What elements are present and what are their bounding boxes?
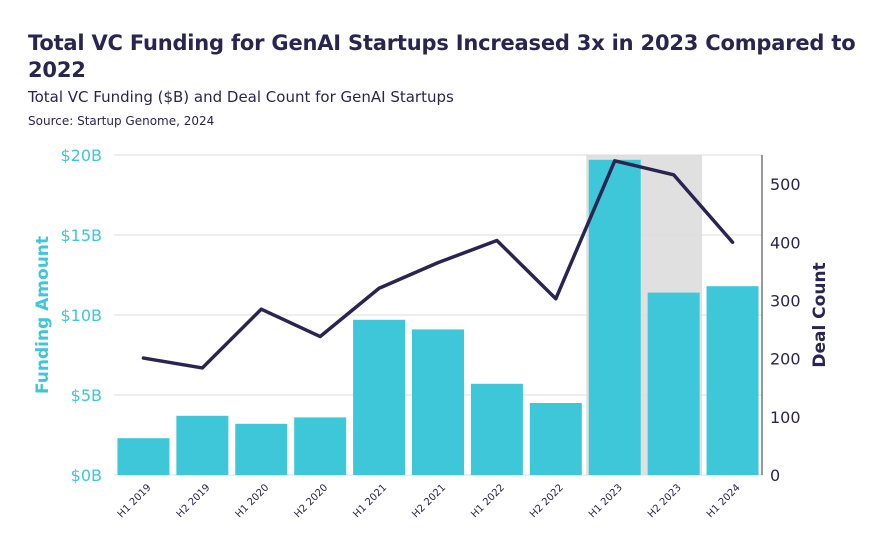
- y-right-tick-label: 0: [770, 466, 780, 485]
- y-left-tick-label: $20B: [60, 146, 102, 165]
- x-tick-label: H2 2021: [410, 482, 448, 520]
- funding-bar: [588, 159, 641, 476]
- y-right-tick-label: 500: [770, 175, 801, 194]
- x-tick-label: H2 2019: [175, 482, 213, 520]
- y-right-tick-label: 400: [770, 233, 801, 252]
- x-tick-label: H2 2023: [646, 482, 684, 520]
- funding-bar: [117, 438, 170, 475]
- y-axis-left-label: Funding Amount: [33, 236, 53, 394]
- y-left-tick-label: $15B: [60, 226, 102, 245]
- x-tick-label: H1 2022: [469, 482, 507, 520]
- deal-count-line: [141, 159, 735, 370]
- x-tick-label: H1 2021: [351, 482, 389, 520]
- bars-layer: [117, 159, 759, 476]
- funding-bar: [412, 329, 464, 475]
- funding-bar: [353, 319, 406, 475]
- x-tick-label: H1 2019: [116, 482, 154, 520]
- line-layer: [141, 159, 735, 370]
- chart-subtitle: Total VC Funding ($B) and Deal Count for…: [28, 88, 454, 106]
- y-right-tick-label: 100: [770, 408, 801, 427]
- x-tick-label: H1 2024: [705, 482, 743, 520]
- funding-bar: [470, 383, 523, 475]
- funding-bar: [294, 417, 347, 475]
- y-left-tick-label: $5B: [71, 386, 102, 405]
- funding-bar: [176, 415, 229, 475]
- y-axis-right-label: Deal Count: [810, 262, 830, 367]
- funding-bar: [706, 286, 759, 475]
- x-tick-label: H2 2022: [528, 482, 566, 520]
- y-right-tick-label: 300: [770, 291, 801, 310]
- y-left-tick-label: $0B: [71, 466, 102, 485]
- funding-bar: [235, 423, 288, 475]
- chart-source: Source: Startup Genome, 2024: [28, 114, 215, 128]
- funding-bar: [647, 292, 700, 475]
- chart-title: Total VC Funding for GenAI Startups Incr…: [28, 31, 856, 82]
- x-tick-label: H1 2020: [234, 482, 272, 520]
- x-tick-label: H1 2023: [587, 482, 625, 520]
- x-tick-label: H2 2020: [292, 482, 330, 520]
- funding-bar: [529, 403, 582, 475]
- y-right-tick-label: 200: [770, 350, 801, 369]
- y-left-tick-label: $10B: [60, 306, 102, 325]
